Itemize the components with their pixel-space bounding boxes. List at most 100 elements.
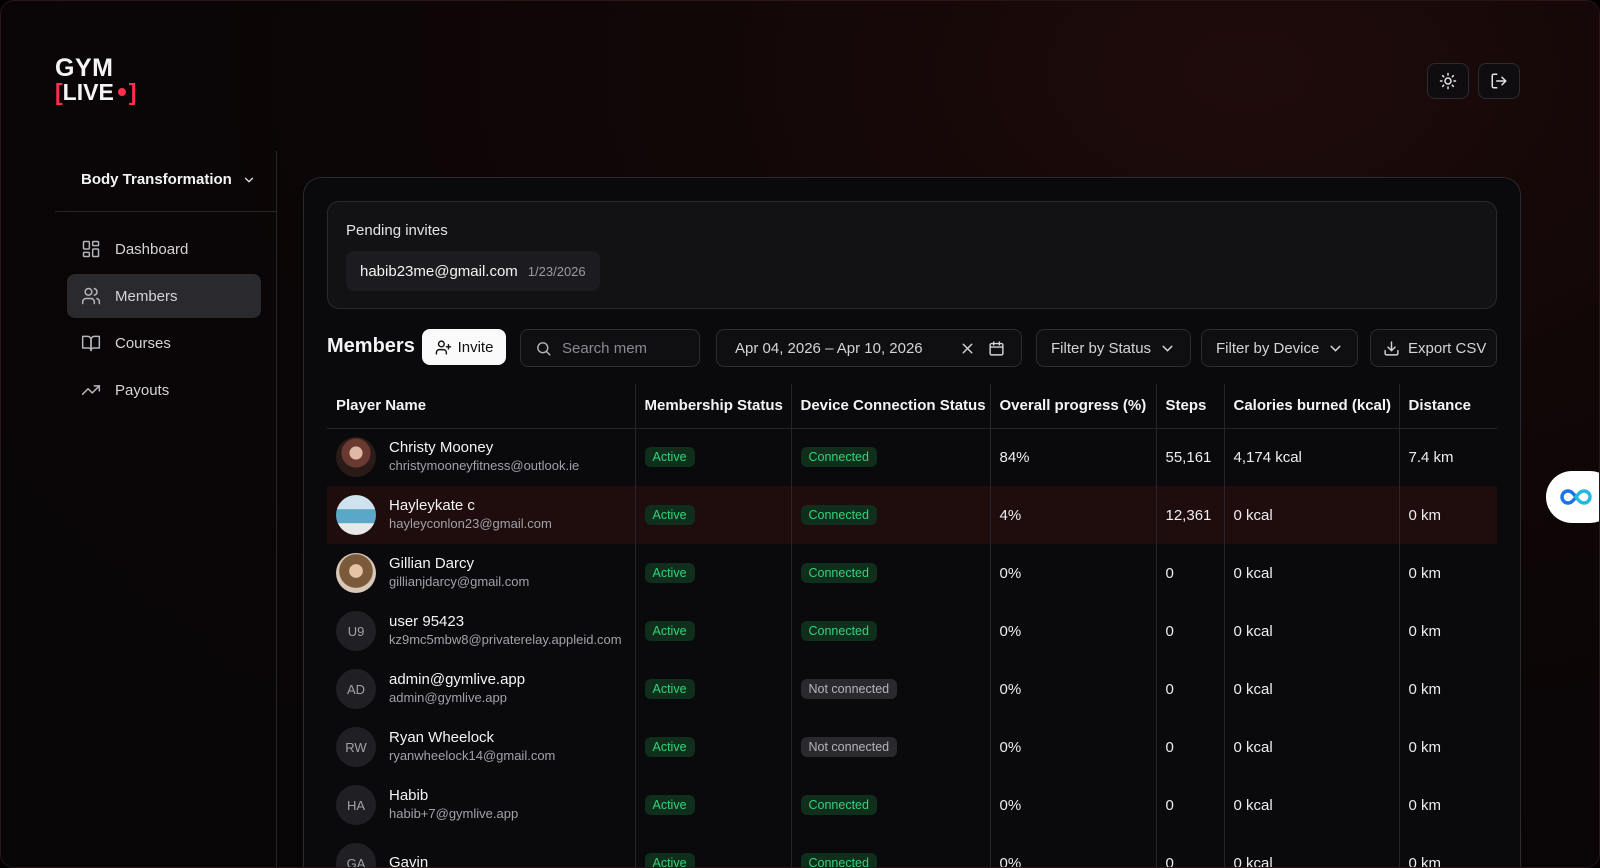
- sidebar-item-payouts[interactable]: Payouts: [67, 368, 261, 412]
- table-row[interactable]: HA Habib habib+7@gymlive.app Active Conn…: [327, 776, 1497, 834]
- export-csv-button[interactable]: Export CSV: [1370, 329, 1497, 367]
- filter-status-label: Filter by Status: [1051, 339, 1152, 357]
- pending-invite-date: 1/23/2026: [527, 263, 586, 279]
- calendar-icon: [989, 340, 1004, 356]
- members-table-container: Player Name Membership Status Device Con…: [327, 384, 1497, 868]
- chevron-down-icon: [1162, 345, 1173, 352]
- distance-cell: 0 km: [1398, 776, 1497, 834]
- device-badge: Connected: [800, 505, 877, 525]
- progress-cell: 4%: [989, 486, 1156, 544]
- column-header[interactable]: Calories burned (kcal): [1223, 384, 1399, 429]
- avatar: [336, 495, 376, 535]
- date-range-picker[interactable]: Apr 04, 2026 – Apr 10, 2026: [716, 329, 1022, 367]
- player-name: admin@gymlive.app: [389, 671, 526, 689]
- device-badge: Not connected: [800, 679, 898, 699]
- table-row[interactable]: Hayleykate c hayleyconlon23@gmail.com Ac…: [327, 486, 1497, 544]
- distance-cell: 7.4 km: [1398, 428, 1497, 486]
- player-cell[interactable]: Christy Mooney christymooneyfitness@outl…: [327, 428, 635, 486]
- player-email: kz9mc5mbw8@privaterelay.appleid.com: [389, 632, 622, 648]
- users-icon: [81, 287, 101, 305]
- column-header[interactable]: Distance: [1398, 384, 1497, 429]
- column-header[interactable]: Player Name: [327, 384, 635, 429]
- calories-cell: 4,174 kcal: [1223, 428, 1399, 486]
- column-header[interactable]: Overall progress (%): [989, 384, 1156, 429]
- column-header[interactable]: Steps: [1155, 384, 1224, 429]
- logout-button[interactable]: [1478, 63, 1520, 99]
- course-selector[interactable]: Body Transformation: [81, 171, 256, 188]
- sidebar-item-dashboard[interactable]: Dashboard: [67, 227, 261, 271]
- player-cell[interactable]: AD admin@gymlive.app admin@gymlive.app: [327, 660, 635, 718]
- steps-cell: 0: [1155, 544, 1224, 602]
- membership-cell: Active: [634, 602, 791, 660]
- player-cell[interactable]: Gillian Darcy gillianjdarcy@gmail.com: [327, 544, 635, 602]
- table-row[interactable]: AD admin@gymlive.app admin@gymlive.app A…: [327, 660, 1497, 718]
- sidebar-item-courses[interactable]: Courses: [67, 321, 261, 365]
- table-row[interactable]: GA Gavin Active Connected 0% 0 0 kcal 0 …: [327, 834, 1497, 868]
- table-row[interactable]: Gillian Darcy gillianjdarcy@gmail.com Ac…: [327, 544, 1497, 602]
- invite-button[interactable]: Invite: [422, 329, 506, 365]
- distance-cell: 0 km: [1398, 486, 1497, 544]
- player-cell[interactable]: RW Ryan Wheelock ryanwheelock14@gmail.co…: [327, 718, 635, 776]
- filter-device-dropdown[interactable]: Filter by Device: [1201, 329, 1358, 367]
- sidebar-item-members[interactable]: Members: [67, 274, 261, 318]
- membership-cell: Active: [634, 718, 791, 776]
- logo[interactable]: GYM [LIVE]: [55, 56, 136, 104]
- avatar: GA: [336, 843, 376, 867]
- player-email: admin@gymlive.app: [389, 690, 507, 706]
- avatar: HA: [336, 785, 376, 825]
- player-email: ryanwheelock14@gmail.com: [389, 748, 556, 764]
- device-cell: Connected: [790, 428, 990, 486]
- column-header[interactable]: Device Connection Status: [790, 384, 990, 429]
- calories-cell: 0 kcal: [1223, 602, 1399, 660]
- player-cell[interactable]: HA Habib habib+7@gymlive.app: [327, 776, 635, 834]
- status-badge: Active: [644, 853, 695, 867]
- filter-status-dropdown[interactable]: Filter by Status: [1036, 329, 1191, 367]
- column-header[interactable]: Membership Status: [634, 384, 791, 429]
- logo-line1: GYM: [55, 54, 114, 82]
- course-name: Body Transformation: [81, 171, 232, 188]
- player-name: Gavin: [389, 853, 429, 868]
- player-cell[interactable]: U9 user 95423 kz9mc5mbw8@privaterelay.ap…: [327, 602, 635, 660]
- device-cell: Not connected: [790, 660, 990, 718]
- calories-cell: 0 kcal: [1223, 834, 1399, 867]
- calories-cell: 0 kcal: [1223, 660, 1399, 718]
- membership-cell: Active: [634, 428, 791, 486]
- membership-cell: Active: [634, 834, 791, 867]
- clear-date-button[interactable]: [959, 340, 976, 357]
- status-badge: Active: [644, 621, 695, 641]
- status-badge: Active: [644, 795, 695, 815]
- theme-toggle-button[interactable]: [1427, 63, 1469, 99]
- main-panel: Pending invites habib23me@gmail.com 1/23…: [303, 177, 1521, 868]
- device-badge: Connected: [800, 447, 877, 468]
- table-header-row: Player Name Membership Status Device Con…: [327, 384, 1497, 429]
- steps-cell: 0: [1155, 834, 1224, 867]
- floating-help-widget[interactable]: [1546, 471, 1599, 523]
- progress-cell: 84%: [989, 428, 1156, 486]
- calendar-button[interactable]: [988, 340, 1005, 357]
- player-name: Christy Mooney: [389, 439, 494, 457]
- sidebar-item-label: Courses: [115, 334, 171, 352]
- distance-cell: 0 km: [1398, 602, 1497, 660]
- calories-cell: 0 kcal: [1223, 544, 1399, 602]
- calories-cell: 0 kcal: [1223, 776, 1399, 834]
- player-cell[interactable]: Hayleykate c hayleyconlon23@gmail.com: [327, 486, 635, 544]
- search-box: [520, 329, 700, 367]
- table-row[interactable]: RW Ryan Wheelock ryanwheelock14@gmail.co…: [327, 718, 1497, 776]
- filter-device-label: Filter by Device: [1216, 339, 1320, 357]
- sidebar-item-label: Dashboard: [115, 240, 189, 258]
- device-cell: Connected: [790, 776, 990, 834]
- device-badge: Connected: [800, 795, 877, 815]
- device-cell: Connected: [790, 834, 990, 867]
- status-badge: Active: [644, 563, 695, 583]
- chevron-down-icon: [244, 177, 254, 183]
- progress-cell: 0%: [989, 718, 1156, 776]
- pending-invite-item[interactable]: habib23me@gmail.com 1/23/2026: [346, 251, 600, 291]
- sidebar-item-label: Members: [115, 287, 178, 305]
- membership-cell: Active: [634, 486, 791, 544]
- device-cell: Connected: [790, 602, 990, 660]
- table-row[interactable]: Christy Mooney christymooneyfitness@outl…: [327, 428, 1497, 486]
- table-row[interactable]: U9 user 95423 kz9mc5mbw8@privaterelay.ap…: [327, 602, 1497, 660]
- avatar: [336, 553, 376, 593]
- player-cell[interactable]: GA Gavin: [327, 834, 635, 868]
- search-input[interactable]: [562, 339, 692, 357]
